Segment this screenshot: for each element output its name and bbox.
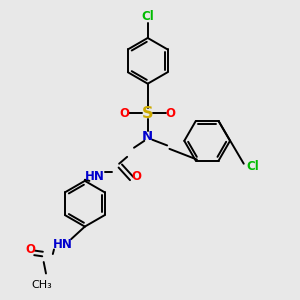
- Text: HN: HN: [53, 238, 73, 251]
- Text: CH₃: CH₃: [31, 280, 52, 290]
- Text: N: N: [142, 130, 153, 143]
- Text: O: O: [166, 107, 176, 120]
- Text: S: S: [142, 106, 154, 121]
- Text: O: O: [120, 107, 130, 120]
- Text: O: O: [25, 243, 35, 256]
- Text: HN: HN: [85, 170, 105, 183]
- Text: Cl: Cl: [141, 10, 154, 23]
- Text: O: O: [131, 170, 141, 183]
- Text: Cl: Cl: [247, 160, 259, 172]
